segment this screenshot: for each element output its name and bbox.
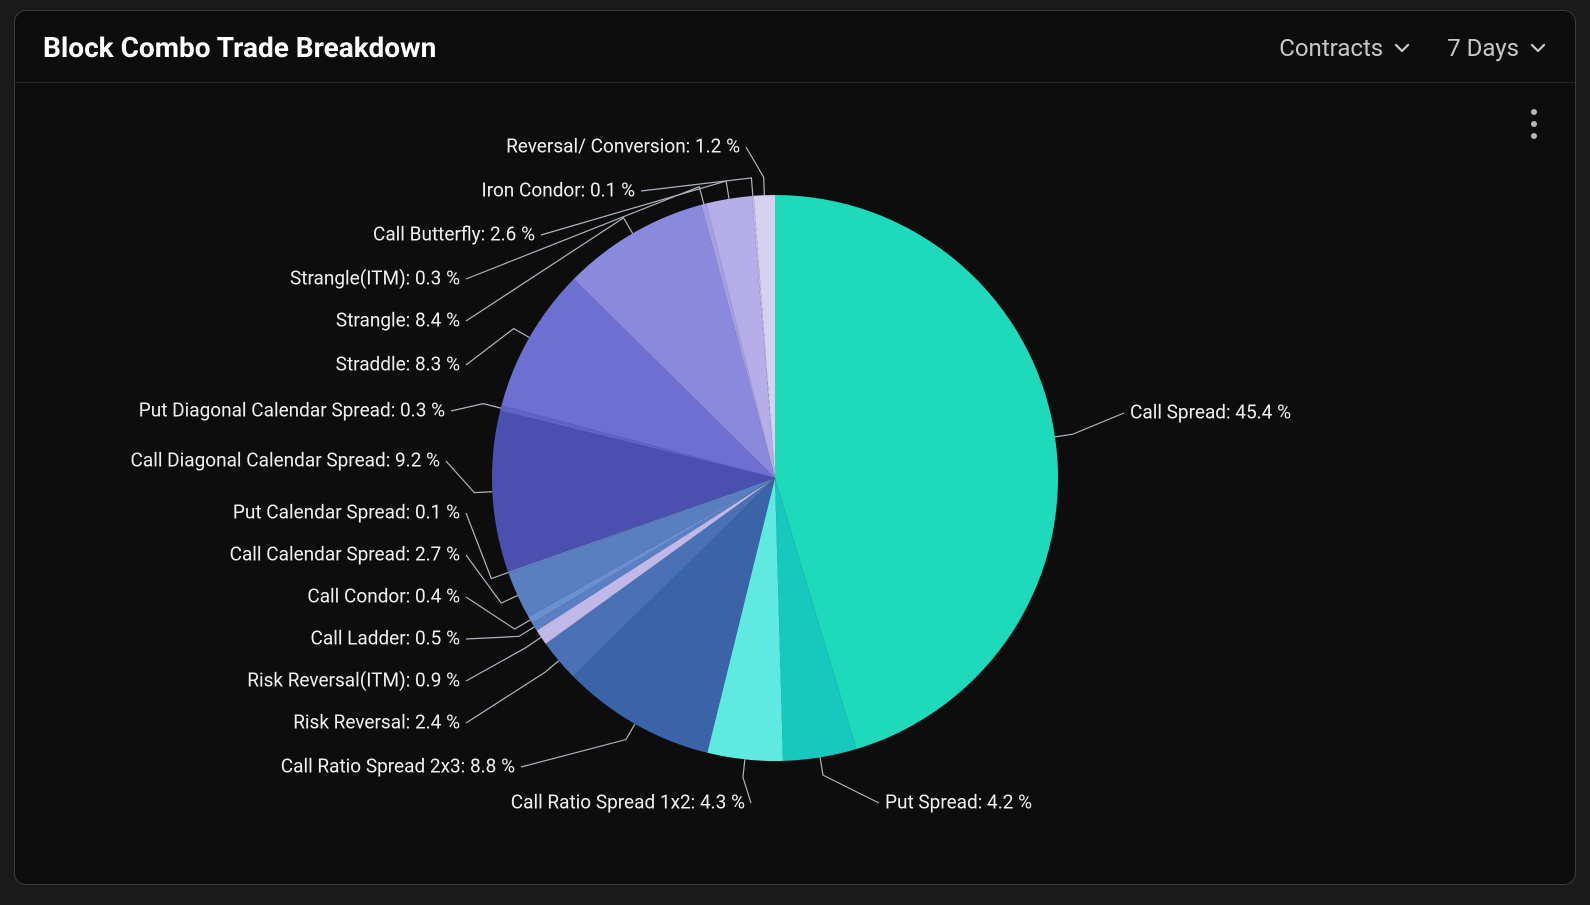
slice-label: Iron Condor: 0.1 % [482, 180, 635, 203]
slice-label: Put Calendar Spread: 0.1 % [233, 502, 460, 525]
pie-chart [15, 83, 1575, 876]
slice-label: Reversal/ Conversion: 1.2 % [506, 136, 740, 159]
leader-line [466, 627, 534, 639]
leader-line [521, 724, 635, 767]
period-dropdown-label: 7 Days [1447, 34, 1519, 62]
chevron-down-icon [1529, 39, 1547, 57]
slice-label: Straddle: 8.3 % [336, 354, 460, 377]
slice-label: Call Diagonal Calendar Spread: 9.2 % [131, 450, 440, 473]
slice-label: Strangle: 8.4 % [336, 310, 460, 333]
card-title: Block Combo Trade Breakdown [43, 31, 436, 64]
trade-breakdown-card: Block Combo Trade Breakdown Contracts 7 … [14, 10, 1576, 885]
slice-label: Call Ratio Spread 2x3: 8.8 % [281, 756, 515, 779]
metric-dropdown[interactable]: Contracts [1279, 34, 1411, 62]
slice-label: Risk Reversal: 2.4 % [293, 712, 460, 735]
chart-area: Call Spread: 45.4 % Put Spread: 4.2 % Call… [15, 83, 1575, 876]
slice-label: Put Diagonal Calendar Spread: 0.3 % [139, 400, 445, 423]
card-controls: Contracts 7 Days [1279, 34, 1547, 62]
slice-label: Call Ratio Spread 1x2: 4.3 % [511, 792, 745, 815]
period-dropdown[interactable]: 7 Days [1447, 34, 1547, 62]
slice-label: Call Spread: 45.4 % [1130, 402, 1291, 425]
leader-line [641, 178, 753, 196]
slice-label: Call Ladder: 0.5 % [311, 628, 460, 651]
card-header: Block Combo Trade Breakdown Contracts 7 … [15, 11, 1575, 83]
chevron-down-icon [1393, 39, 1411, 57]
leader-line [746, 147, 764, 195]
leader-line [466, 637, 541, 681]
leader-line [446, 461, 492, 493]
leader-line [451, 404, 501, 411]
leader-line [820, 757, 879, 803]
slice-label: Put Spread: 4.2 % [885, 792, 1032, 815]
slice-label: Risk Reversal(ITM): 0.9 % [247, 670, 460, 693]
leader-line [466, 661, 559, 723]
slice-label: Strangle(ITM): 0.3 % [290, 268, 460, 291]
leader-line [1055, 413, 1124, 437]
metric-dropdown-label: Contracts [1279, 34, 1383, 62]
slice-label: Call Butterfly: 2.6 % [373, 224, 535, 247]
slice-label: Call Condor: 0.4 % [307, 586, 460, 609]
slice-label: Call Calendar Spread: 2.7 % [230, 544, 460, 567]
